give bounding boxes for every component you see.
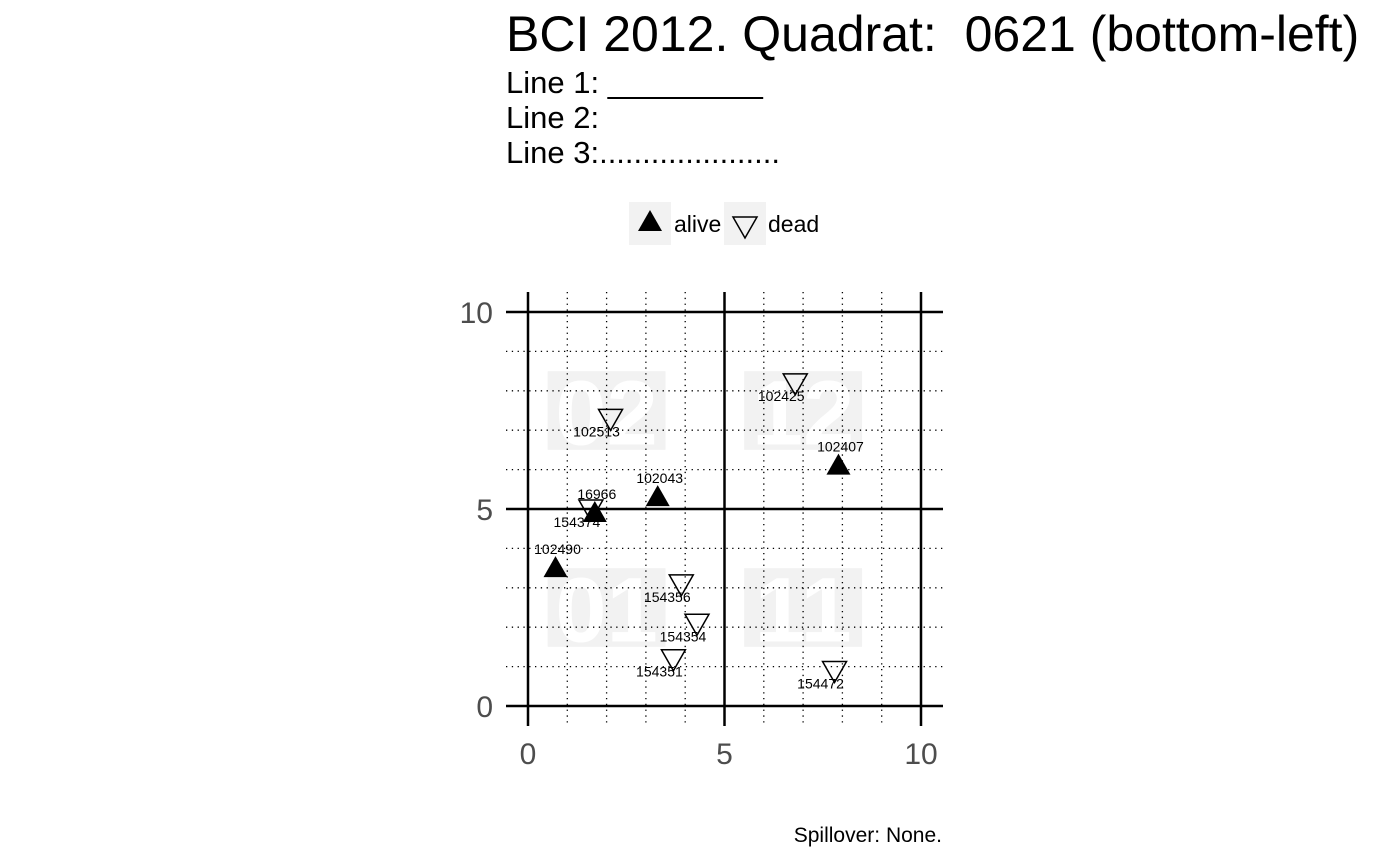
axis-ticks: 0 5 10 0 5 10 bbox=[460, 297, 938, 771]
tree-tag-label: 102425 bbox=[758, 388, 805, 404]
x-tick-label: 10 bbox=[904, 738, 937, 771]
tree-tag-label: 154354 bbox=[660, 628, 707, 644]
legend: alive dead bbox=[629, 202, 819, 245]
tree-tag-label: 154356 bbox=[644, 589, 691, 605]
y-tick-label: 5 bbox=[476, 494, 493, 527]
major-grid bbox=[506, 292, 943, 726]
alive-tree-marker bbox=[645, 485, 670, 507]
dead-tree-marker bbox=[781, 373, 809, 397]
y-tick-label: 0 bbox=[476, 691, 493, 724]
dead-tree-marker bbox=[597, 408, 624, 432]
alive-tree-marker bbox=[826, 453, 851, 475]
subquadrat-label-background bbox=[744, 568, 863, 647]
line-3-text: Line 3:..................... bbox=[506, 135, 780, 170]
spillover-caption: Spillover: None. bbox=[793, 824, 942, 847]
legend-label-alive: alive bbox=[674, 211, 721, 237]
tree-tag-label: 102043 bbox=[636, 470, 683, 486]
line-1-text: Line 1: _________ bbox=[506, 65, 763, 100]
dead-tree-marker bbox=[660, 648, 687, 673]
subquadrat-label-background bbox=[547, 371, 666, 450]
tree-tag-label: 102407 bbox=[817, 439, 864, 455]
tree-tag-label: 16966 bbox=[577, 486, 616, 502]
legend-label-dead: dead bbox=[768, 211, 819, 237]
y-tick-label: 10 bbox=[460, 297, 493, 330]
line-2-text: Line 2: bbox=[506, 100, 600, 135]
subquadrat-label-background bbox=[547, 568, 666, 647]
tree-tag-label: 102513 bbox=[573, 423, 620, 439]
tree-tag-label: 154374 bbox=[554, 514, 601, 530]
dead-tree-marker bbox=[667, 574, 695, 598]
tree-tag-label: 154472 bbox=[797, 676, 844, 692]
dead-tree-marker bbox=[683, 613, 711, 637]
alive-tree-marker bbox=[543, 556, 568, 578]
x-tick-label: 5 bbox=[716, 738, 733, 771]
tree-tag-label: 102490 bbox=[534, 541, 581, 557]
tree-points: 102407 102043 16966 102490 102425 102513 15437… bbox=[534, 373, 864, 692]
subquadrat-label-background bbox=[744, 371, 863, 450]
dead-tree-marker bbox=[577, 499, 605, 523]
legend-dead-icon bbox=[731, 216, 759, 240]
dead-tree-marker bbox=[821, 660, 848, 685]
chart-title: BCI 2012. Quadrat: 0621 (bottom-left) bbox=[506, 6, 1360, 62]
x-tick-label: 0 bbox=[520, 738, 537, 771]
legend-alive-icon bbox=[638, 210, 662, 231]
tree-tag-label: 154351 bbox=[636, 664, 683, 680]
